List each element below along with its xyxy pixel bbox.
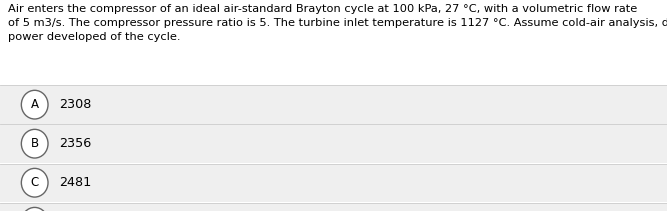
Text: 2481: 2481	[59, 176, 91, 189]
FancyBboxPatch shape	[0, 164, 667, 202]
Text: Air enters the compressor of an ideal air-standard Brayton cycle at 100 kPa, 27 : Air enters the compressor of an ideal ai…	[8, 4, 667, 42]
Ellipse shape	[21, 129, 48, 158]
Text: 2308: 2308	[59, 98, 91, 111]
Text: B: B	[31, 137, 39, 150]
Ellipse shape	[21, 168, 48, 197]
Text: 2356: 2356	[59, 137, 91, 150]
Text: C: C	[31, 176, 39, 189]
Text: A: A	[31, 98, 39, 111]
FancyBboxPatch shape	[0, 85, 667, 124]
FancyBboxPatch shape	[0, 203, 667, 211]
FancyBboxPatch shape	[0, 124, 667, 163]
Ellipse shape	[21, 90, 48, 119]
Ellipse shape	[21, 207, 48, 211]
